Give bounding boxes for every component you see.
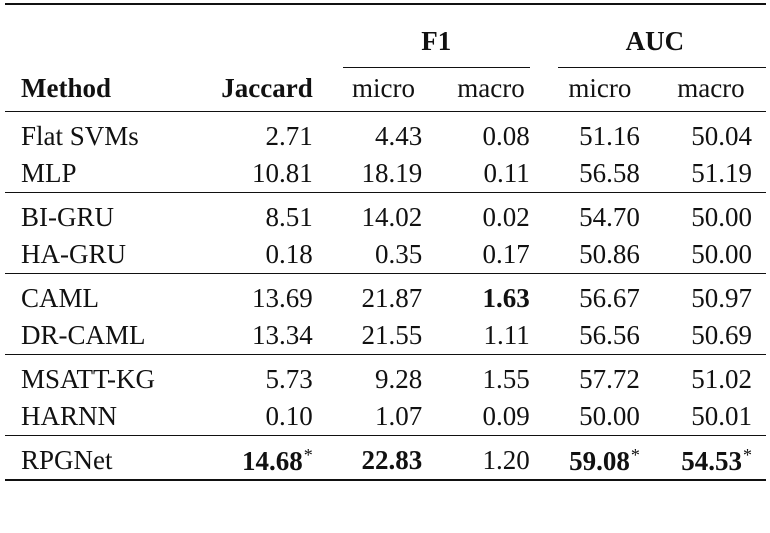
table-row: MLP 10.81 18.19 0.11 56.58 51.19 [5, 155, 766, 193]
f1-macro-cell: 0.17 [482, 239, 530, 269]
f1-macro-cell: 0.09 [482, 401, 530, 431]
auc-micro-cell: 51.16 [579, 121, 640, 151]
method-cell: HARNN [21, 401, 118, 431]
auc-macro-cell: 50.97 [655, 273, 766, 317]
f1-micro-cell: 14.02 [328, 192, 439, 236]
f1-micro-cell: 21.87 [328, 273, 439, 317]
f1-macro-cell: 1.11 [483, 320, 530, 350]
column-header-row: Method Jaccard micro macro micro macro [5, 67, 766, 112]
auc-macro-value: 54.53 [681, 445, 742, 476]
f1-micro-cell: 9.28 [328, 354, 439, 398]
method-cell: Flat SVMs [21, 121, 139, 151]
table-row: MSATT-KG 5.73 9.28 1.55 57.72 51.02 [5, 354, 766, 398]
significance-mark: * [630, 444, 640, 465]
method-cell: MSATT-KG [5, 354, 186, 398]
auc-micro-cell: 54.70 [543, 192, 656, 236]
f1-micro-cell-best: 22.83 [328, 435, 439, 479]
auc-micro-value: 59.08 [569, 445, 630, 476]
column-header-method: Method [5, 67, 186, 112]
column-header-f1-macro: macro [438, 67, 544, 112]
table-row: Flat SVMs 2.71 4.43 0.08 51.16 50.04 [5, 112, 766, 156]
f1-micro-cell: 21.55 [361, 320, 423, 350]
table-row: CAML 13.69 21.87 1.63 56.67 50.97 [5, 273, 766, 317]
column-header-f1-micro: micro [328, 67, 439, 112]
jaccard-cell: 13.69 [185, 273, 329, 317]
auc-macro-cell: 51.19 [691, 158, 752, 188]
jaccard-cell: 2.71 [265, 121, 313, 151]
auc-micro-cell: 56.67 [543, 273, 656, 317]
auc-macro-cell: 50.00 [691, 239, 752, 269]
auc-macro-cell: 50.04 [691, 121, 752, 151]
f1-macro-cell: 0.11 [483, 158, 530, 188]
table-row: DR-CAML 13.34 21.55 1.11 56.56 50.69 [5, 317, 766, 355]
auc-macro-cell-best: 54.53* [655, 435, 766, 479]
auc-micro-cell: 56.58 [579, 158, 640, 188]
bottom-rule [5, 478, 766, 481]
column-header-auc-macro: macro [655, 67, 766, 112]
jaccard-cell: 0.10 [265, 401, 313, 431]
f1-macro-cell: 0.08 [482, 121, 530, 151]
auc-macro-cell: 50.01 [691, 401, 752, 431]
column-header-auc-micro: micro [543, 67, 656, 112]
results-table: F1 AUC Method Jaccard micro macro micro … [5, 3, 767, 481]
significance-mark: * [743, 444, 752, 465]
group-header-row: F1 AUC [5, 5, 767, 68]
f1-macro-cell: 1.55 [438, 354, 544, 398]
auc-micro-cell: 50.86 [579, 239, 640, 269]
jaccard-cell-best: 14.68* [185, 435, 329, 479]
table-row: HA-GRU 0.18 0.35 0.17 50.86 50.00 [5, 236, 766, 274]
jaccard-cell: 13.34 [251, 320, 313, 350]
column-header-jaccard: Jaccard [185, 67, 329, 112]
auc-macro-cell: 50.00 [655, 192, 766, 236]
method-cell: MLP [21, 158, 77, 188]
f1-micro-cell: 1.07 [374, 401, 423, 431]
method-cell: HA-GRU [21, 239, 126, 269]
method-cell: BI-GRU [5, 192, 186, 236]
f1-micro-cell: 0.35 [374, 239, 423, 269]
method-cell: DR-CAML [21, 320, 146, 350]
group-header-auc: AUC [544, 5, 767, 68]
auc-micro-cell: 56.56 [579, 320, 640, 350]
auc-macro-cell: 50.69 [691, 320, 752, 350]
significance-mark: * [303, 444, 313, 465]
f1-micro-value: 22.83 [361, 445, 423, 475]
jaccard-cell: 5.73 [185, 354, 329, 398]
table-row-proposed: RPGNet 14.68* 22.83 1.20 59.08* 54.53* [5, 435, 766, 479]
jaccard-cell: 0.18 [265, 239, 313, 269]
f1-micro-cell: 18.19 [361, 158, 423, 188]
method-cell: CAML [5, 273, 186, 317]
f1-macro-cell: 1.20 [438, 435, 544, 479]
auc-macro-cell: 51.02 [655, 354, 766, 398]
table-row: HARNN 0.10 1.07 0.09 50.00 50.01 [5, 398, 766, 436]
auc-micro-cell: 57.72 [543, 354, 656, 398]
jaccard-cell: 10.81 [251, 158, 313, 188]
table-row: BI-GRU 8.51 14.02 0.02 54.70 50.00 [5, 192, 766, 236]
group-header-f1: F1 [329, 5, 544, 68]
auc-micro-cell: 50.00 [579, 401, 640, 431]
jaccard-value: 14.68 [241, 445, 303, 476]
f1-micro-cell: 4.43 [374, 121, 423, 151]
f1-macro-cell: 0.02 [438, 192, 544, 236]
auc-micro-cell-best: 59.08* [543, 435, 656, 479]
f1-macro-cell-best: 1.63 [438, 273, 544, 317]
jaccard-cell: 8.51 [185, 192, 329, 236]
method-cell: RPGNet [5, 435, 186, 479]
